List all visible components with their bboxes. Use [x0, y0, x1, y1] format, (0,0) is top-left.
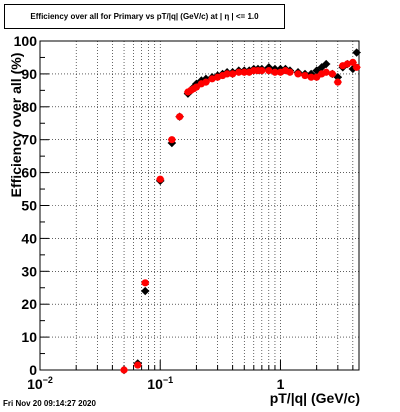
- y-tick-label: 50: [21, 198, 37, 214]
- y-tick-label: 80: [21, 99, 37, 115]
- y-tick-labels: 0 10 20 30 40 50 60 70 80 90 100: [14, 33, 38, 378]
- timestamp-footer: Fri Nov 20 09:14:27 2020: [3, 399, 96, 408]
- data-point-circle: [353, 63, 361, 71]
- x-axis-label: pT/|q| (GeV/c): [270, 390, 360, 406]
- chart-title-text: Efficiency over all for Primary vs pT/|q…: [30, 12, 259, 21]
- y-tick-label: 10: [21, 329, 37, 345]
- x-tick-label: 1: [277, 376, 285, 392]
- y-tick-label: 100: [14, 33, 38, 49]
- data-point-circle: [223, 70, 231, 78]
- series-1: [120, 58, 361, 374]
- y-tick-label: 70: [21, 132, 37, 148]
- data-point-circle: [307, 73, 315, 81]
- data-point-circle: [176, 113, 184, 121]
- data-point-circle: [240, 68, 248, 76]
- data-point-circle: [294, 70, 302, 78]
- data-point-circle: [301, 71, 309, 80]
- x-tick-label: 10−2: [27, 375, 53, 392]
- y-tick-label: 40: [21, 230, 37, 246]
- data-point-circle: [120, 366, 128, 374]
- data-point-circle: [286, 68, 294, 76]
- y-tick-label: 0: [29, 362, 37, 378]
- grid: [39, 40, 359, 371]
- data-point-circle: [265, 67, 273, 75]
- axis-ticks: [39, 40, 354, 371]
- data-point-diamond: [141, 286, 150, 296]
- data-points: [119, 48, 361, 375]
- data-point-circle: [328, 70, 336, 78]
- y-tick-label: 20: [21, 296, 37, 312]
- data-point-circle: [156, 175, 164, 183]
- data-point-circle: [168, 136, 176, 144]
- data-point-circle: [258, 67, 266, 75]
- data-point-circle: [229, 70, 237, 78]
- y-tick-label: 30: [21, 263, 37, 279]
- data-point-circle: [134, 361, 142, 369]
- data-point-circle: [349, 58, 357, 66]
- data-point-circle: [322, 68, 330, 76]
- data-point-diamond: [352, 48, 361, 57]
- data-point-circle: [141, 279, 149, 287]
- data-point-circle: [271, 68, 279, 76]
- data-point-diamond: [321, 59, 331, 69]
- x-tick-label: 10−1: [147, 375, 173, 392]
- data-point-circle: [334, 78, 342, 86]
- y-axis-label: Efficiency over all (%): [8, 53, 24, 198]
- x-tick-labels: 10−2 10−1 1: [27, 375, 284, 392]
- data-point-circle: [235, 68, 243, 76]
- chart-title: Efficiency over all for Primary vs pT/|q…: [4, 4, 285, 29]
- data-point-circle: [202, 78, 210, 86]
- y-tick-label: 90: [21, 66, 37, 82]
- y-tick-label: 60: [21, 165, 37, 181]
